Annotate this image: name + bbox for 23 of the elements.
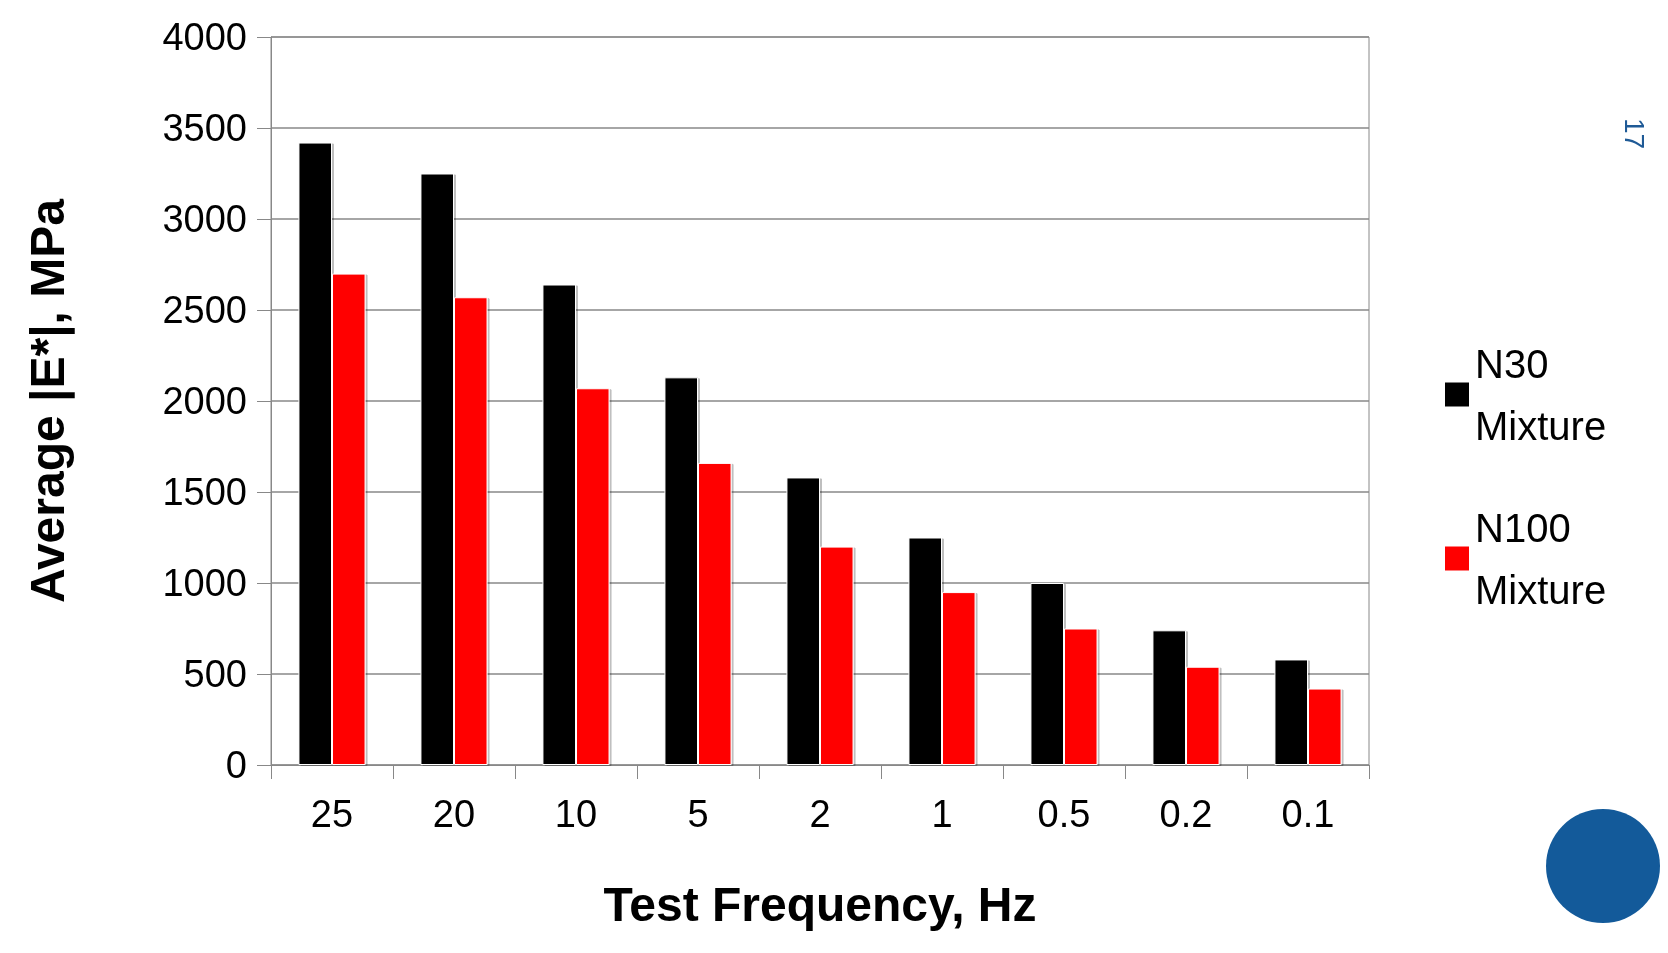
x-tick-label: 5 [687, 793, 709, 835]
y-tick-label: 1500 [162, 471, 247, 513]
x-tick-label: 0.1 [1281, 793, 1335, 835]
y-tick-label: 3500 [162, 107, 247, 149]
y-tick-label: 1000 [162, 562, 247, 604]
y-tick-label: 2500 [162, 289, 247, 331]
x-tick-label: 10 [554, 793, 598, 835]
x-tick-label: 20 [432, 793, 476, 835]
y-tick-label: 3000 [162, 198, 247, 240]
x-tick-label: 0.2 [1159, 793, 1213, 835]
legend-label: N30 Mixture [1475, 341, 1607, 448]
y-tick-label: 0 [225, 744, 247, 786]
x-tick-label: 25 [310, 793, 354, 835]
legend-label: N100 Mixture [1475, 505, 1607, 612]
x-tick-label: 0.5 [1037, 793, 1091, 835]
x-axis-title: Test Frequency, Hz [603, 877, 1037, 931]
x-tick-label: 1 [931, 793, 953, 835]
y-tick-label: 2000 [162, 380, 247, 422]
y-tick-label: 4000 [162, 16, 247, 58]
y-axis-title: Average |E*|, MPa [20, 198, 75, 603]
text: 17 [1618, 118, 1650, 150]
x-tick-label: 2 [809, 793, 831, 835]
y-tick-label: 500 [183, 653, 247, 695]
